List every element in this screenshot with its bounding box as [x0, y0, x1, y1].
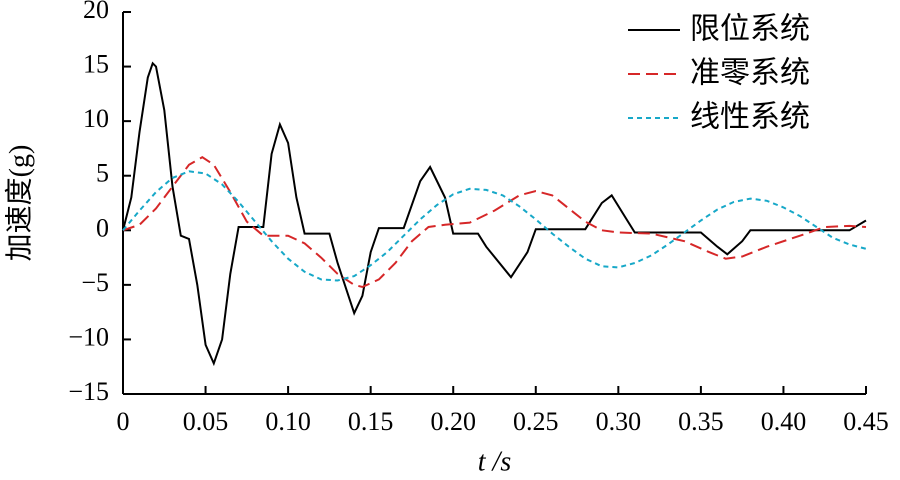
y-tick-label: 20 — [83, 0, 109, 24]
y-tick-label: 0 — [96, 213, 109, 242]
x-tick-label: 0.10 — [265, 407, 311, 436]
legend-label: 准零系统 — [690, 56, 810, 91]
x-tick-label: 0.20 — [430, 407, 476, 436]
x-tick-label: 0.40 — [761, 407, 807, 436]
y-tick-label: 15 — [83, 50, 109, 79]
x-tick-label: 0.45 — [843, 407, 889, 436]
legend-label: 线性系统 — [690, 100, 810, 135]
legend-label: 限位系统 — [690, 12, 810, 47]
y-tick-label: −5 — [81, 268, 109, 297]
x-axis-title: t /s — [478, 446, 512, 477]
series-line — [122, 61, 867, 367]
y-tick-label: 5 — [96, 159, 109, 188]
y-tick-label: 10 — [83, 104, 109, 133]
x-tick-label: 0.25 — [513, 407, 559, 436]
y-tick-label: −15 — [68, 377, 109, 406]
x-tick-label: 0.35 — [678, 407, 724, 436]
series-line — [122, 170, 867, 282]
series-line — [122, 156, 867, 289]
x-tick-label: 0 — [117, 407, 130, 436]
y-axis-title: 加速度(g) — [3, 145, 35, 262]
x-tick-label: 0.15 — [348, 407, 394, 436]
y-tick-label: −10 — [68, 322, 109, 351]
x-tick-label: 0.30 — [596, 407, 642, 436]
x-tick-label: 0.05 — [183, 407, 229, 436]
